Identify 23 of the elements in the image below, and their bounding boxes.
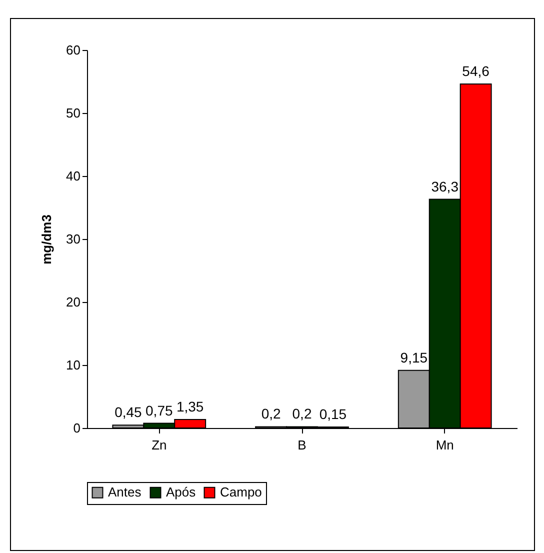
legend-label: Campo [220,484,262,500]
legend-label: Após [166,484,196,500]
legend-label: Antes [108,484,142,500]
x-tick-label: Zn [152,438,167,452]
data-label: 0,15 [319,406,347,422]
x-tick-label: Mn [436,438,454,452]
x-tick-label: B [298,438,306,452]
y-tick-label: 50 [66,106,80,120]
y-tick-label: 60 [66,42,80,58]
data-label: 9,15 [400,349,428,366]
y-tick-label: 20 [66,294,80,310]
data-label: 0,2 [261,406,281,422]
y-tick-label: 30 [66,232,80,246]
y-axis-title: mg/dm3 [39,214,54,264]
y-tick-label: 10 [66,358,80,372]
y-tick-label: 40 [66,168,80,184]
data-label: 0,2 [292,406,312,422]
y-tick-label: 0 [73,420,80,436]
data-label: 36,3 [431,178,459,194]
data-label: 54,6 [462,63,490,80]
data-label: 0,45 [114,404,142,420]
data-label: 0,75 [146,402,173,418]
data-label: 1,35 [176,398,204,414]
